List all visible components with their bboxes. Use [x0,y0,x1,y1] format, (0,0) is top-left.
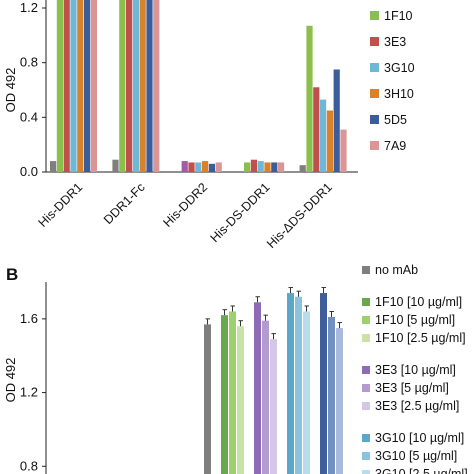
y-axis-title: OD 492 [3,358,18,403]
legend-label: 1F10 [5 µg/ml] [375,313,455,327]
bar [264,162,271,172]
bar [139,0,146,173]
y-tick-label: 0.8 [20,458,38,473]
bar [320,293,327,474]
legend-swatch [370,141,379,150]
bar [63,0,70,173]
bar [326,110,333,172]
bar [70,0,77,173]
bar [303,311,310,474]
category-label: DDR1-Fc [101,180,148,227]
legend-swatch [370,115,379,124]
legend-swatch [370,89,379,98]
legend-label: 5D5 [384,113,407,127]
category-label: His-DDR1 [36,180,86,230]
legend-label: 3G10 [384,61,415,75]
bar [250,159,257,172]
legend-label: 3G10 [2.5 µg/ml] [375,467,468,474]
panel-letter: B [6,265,18,284]
bar [271,162,278,172]
legend-swatch [362,470,370,474]
bar [126,0,133,173]
legend-label: 3E3 [2.5 µg/ml] [375,399,459,413]
y-tick-label: 0.4 [20,109,38,124]
bar [254,302,261,474]
bar [328,317,335,474]
bar [313,87,320,172]
bar [188,162,195,172]
legend-swatch [362,266,370,274]
bar [340,129,347,172]
bar [244,162,251,172]
bar [146,0,153,173]
bar [295,296,302,474]
bar [215,162,222,172]
y-tick-label: 1.2 [20,0,38,15]
bar [84,0,91,173]
legend-label: no mAb [375,263,418,277]
bar [202,161,209,172]
bar [262,320,269,474]
legend-label: 3E3 [384,35,406,49]
legend-label: 1F10 [384,9,413,23]
legend-swatch [362,452,370,460]
legend-swatch [370,11,379,20]
bar [208,163,215,172]
legend-swatch [362,366,370,374]
bar [77,0,84,173]
legend-label: 1F10 [2.5 µg/ml] [375,331,466,345]
legend-swatch [362,316,370,324]
bar [50,161,57,172]
y-axis-title: OD 492 [3,68,18,113]
bar [333,69,340,172]
category-label: His-DDR2 [160,180,210,230]
bar [119,0,126,173]
category-label: His-DS-DDR1 [208,180,273,245]
bar [299,165,306,172]
legend-swatch [362,434,370,442]
bar [153,0,160,173]
legend-swatch [362,384,370,392]
panel-b-bar-chart: B 0.8 1.2 1.6 OD 492 no mAb 1F10 [10 µg/ml] 1F1… [3,263,468,474]
legend-label: 3E3 [5 µg/ml] [375,381,449,395]
bar [181,161,188,172]
bar [237,326,244,474]
bar [229,311,236,474]
bar [306,25,313,173]
bar [320,99,327,172]
legend-swatch [370,63,379,72]
bar [257,161,264,172]
bar [195,162,202,172]
bar [336,328,343,474]
legend-swatch [362,334,370,342]
bar [90,0,97,173]
legend-label: 3H10 [384,87,414,101]
legend-label: 3G10 [5 µg/ml] [375,449,457,463]
legend-swatch [362,298,370,306]
category-label: His-ΔDS-DDR1 [264,180,335,251]
y-tick-label: 1.2 [20,385,38,400]
legend-label: 3E3 [10 µg/ml] [375,363,456,377]
legend-label: 7A9 [384,139,406,153]
bar [204,324,211,474]
legend-swatch [370,37,379,46]
bar [287,293,294,474]
bar [132,0,139,173]
bar [112,159,119,172]
bar [270,339,277,474]
y-tick-label: 0.8 [20,55,38,70]
legend-label: 1F10 [10 µg/ml] [375,295,462,309]
panel-a-bar-chart: 0.0 0.4 0.8 1.2 OD 492 His-DDR1 DDR1-Fc His-DDR… [3,0,415,251]
bar [278,162,285,172]
y-tick-label: 0.0 [20,164,38,179]
y-tick-label: 1.6 [20,311,38,326]
bar [56,0,63,173]
legend-label: 3G10 [10 µg/ml] [375,431,464,445]
bar [221,315,228,474]
legend-swatch [362,402,370,410]
